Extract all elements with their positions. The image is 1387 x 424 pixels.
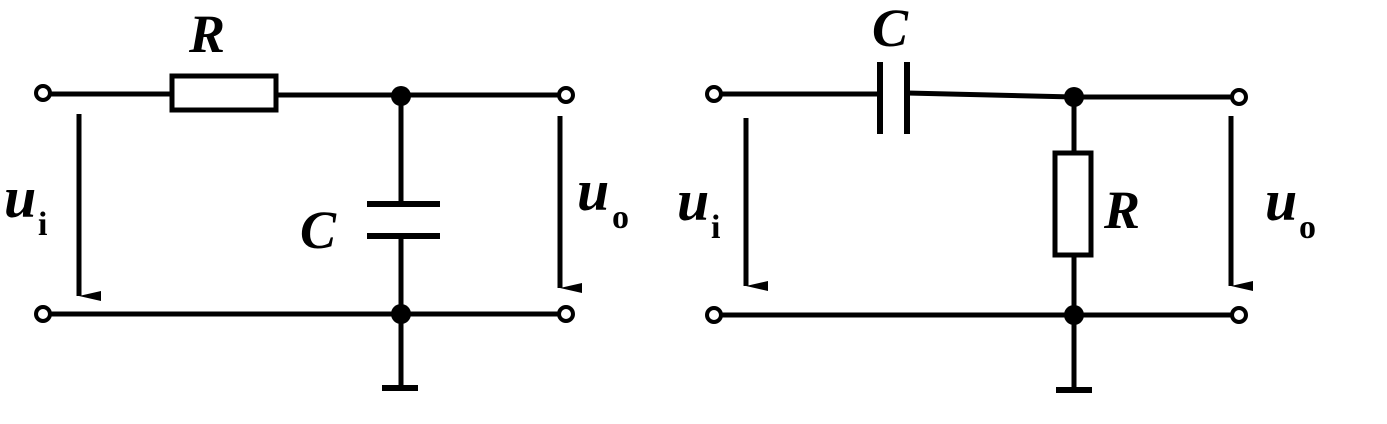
output-terminal-bottom — [557, 305, 575, 323]
resistor — [169, 73, 279, 113]
resistor-label-right: R — [1103, 180, 1140, 240]
output-terminal-top — [557, 86, 575, 104]
input-terminal-top-right — [705, 85, 723, 103]
input-voltage-symbol-right: u — [677, 168, 709, 233]
output-voltage-subscript: o — [612, 199, 629, 236]
input-voltage-subscript: i — [38, 206, 47, 243]
capacitor-label-right: C — [872, 0, 909, 58]
junction-node-bottom-right — [1064, 305, 1084, 325]
output-terminal-bottom-right — [1230, 306, 1248, 324]
capacitor-label: C — [300, 200, 337, 260]
output-voltage-subscript-right: o — [1299, 209, 1316, 246]
input-terminal-bottom-right — [705, 306, 723, 324]
junction-node-top-right — [1064, 87, 1084, 107]
shunt-resistor — [1052, 150, 1094, 258]
junction-node-top — [391, 86, 411, 106]
high-pass-cr-circuit: C R u i u o — [677, 0, 1316, 393]
top-wire-right-b — [906, 90, 1075, 100]
output-terminal-top-right — [1230, 88, 1248, 106]
input-voltage-symbol: u — [4, 165, 36, 230]
input-terminal-bottom — [34, 305, 52, 323]
low-pass-rc-circuit: R C u i u o — [4, 4, 629, 391]
input-terminal-top — [34, 84, 52, 102]
output-voltage-symbol: u — [577, 158, 609, 223]
input-voltage-subscript-right: i — [711, 209, 720, 246]
output-voltage-symbol-right: u — [1265, 168, 1297, 233]
resistor-label: R — [188, 4, 225, 64]
junction-node-bottom — [391, 304, 411, 324]
